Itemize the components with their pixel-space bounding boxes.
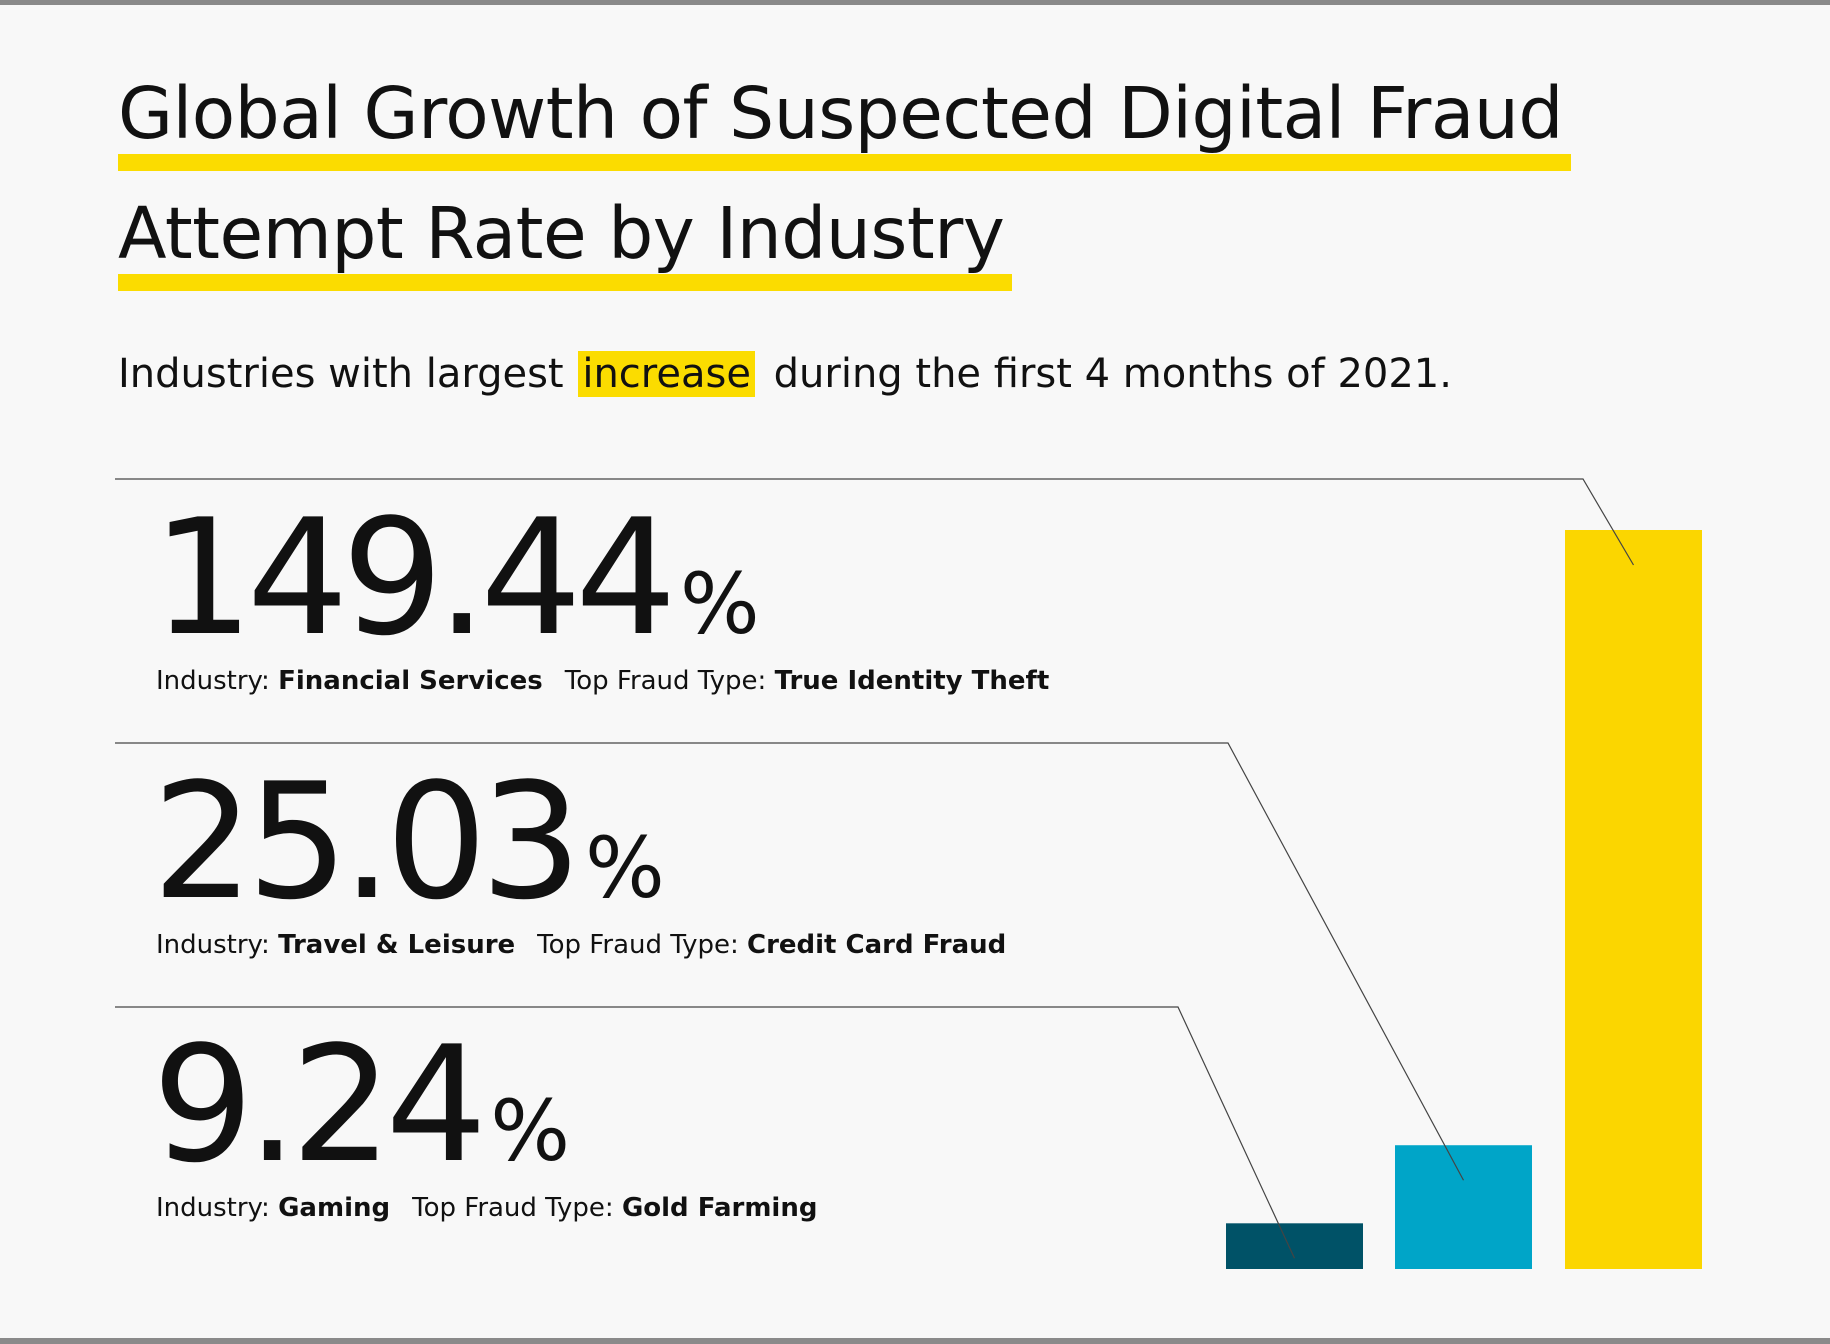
bar-gaming	[1226, 1223, 1363, 1269]
fraud-type-label: Top Fraud Type:	[564, 666, 767, 696]
industry-label: Industry:	[156, 666, 270, 696]
stat-value: 9.24	[152, 1011, 487, 1198]
leader-line-gaming	[115, 1006, 1296, 1259]
industry-label: Industry:	[156, 1193, 270, 1223]
industry-label: Industry:	[156, 930, 270, 960]
title-highlight	[118, 274, 1013, 291]
stat-meta: Industry: Gaming Top Fraud Type: Gold Far…	[152, 1193, 817, 1223]
title-highlight	[118, 154, 1571, 171]
leader-line-travel-leisure	[115, 742, 1465, 1181]
bottom-border	[0, 1338, 1830, 1344]
subtitle-highlight-word: increase	[578, 351, 755, 397]
fraud-type-label: Top Fraud Type:	[537, 930, 739, 960]
stat-gaming: 9.24% Industry: Gaming Top Fraud Type: Go…	[152, 1025, 817, 1224]
fraud-type-label: Top Fraud Type:	[412, 1193, 614, 1223]
stat-value: 25.03	[152, 748, 582, 935]
chart-subtitle: Industries with largest increase during …	[118, 350, 1452, 398]
bar-travel-leisure	[1395, 1145, 1532, 1269]
industry-name: Gaming	[278, 1193, 391, 1223]
fraud-type-name: Credit Card Fraud	[747, 930, 1007, 960]
stat-value: 149.44	[152, 484, 677, 671]
chart-title-text-1: Global Growth of Suspected Digital Fraud	[118, 72, 1563, 155]
industry-name: Travel & Leisure	[278, 930, 516, 960]
percent-sign: %	[490, 1082, 570, 1180]
data-label: 149.44%	[152, 498, 1049, 658]
fraud-type-name: Gold Farming	[621, 1193, 818, 1223]
top-border	[0, 0, 1830, 5]
subtitle-suffix: during the first 4 months of 2021.	[760, 351, 1452, 397]
subtitle-prefix: Industries with largest	[118, 351, 577, 397]
leader-line-financial-services	[115, 478, 1635, 566]
stat-financial-services: 149.44% Industry: Financial Services Top …	[152, 498, 1049, 697]
percent-sign: %	[585, 819, 665, 917]
percent-sign: %	[679, 555, 760, 653]
data-label: 9.24%	[152, 1025, 817, 1185]
chart-title-line-1: Global Growth of Suspected Digital Fraud	[118, 78, 1571, 171]
stat-meta: Industry: Financial Services Top Fraud Ty…	[152, 666, 1049, 696]
fraud-type-name: True Identity Theft	[774, 666, 1050, 696]
chart-title-line-2: Attempt Rate by Industry	[118, 198, 1013, 291]
data-label: 25.03%	[152, 762, 1006, 922]
industry-name: Financial Services	[278, 666, 543, 696]
stat-travel-leisure: 25.03% Industry: Travel & Leisure Top Fra…	[152, 762, 1006, 961]
bar-financial-services	[1565, 530, 1702, 1269]
chart-title-text-2: Attempt Rate by Industry	[118, 192, 1005, 275]
stat-meta: Industry: Travel & Leisure Top Fraud Type…	[152, 930, 1006, 960]
